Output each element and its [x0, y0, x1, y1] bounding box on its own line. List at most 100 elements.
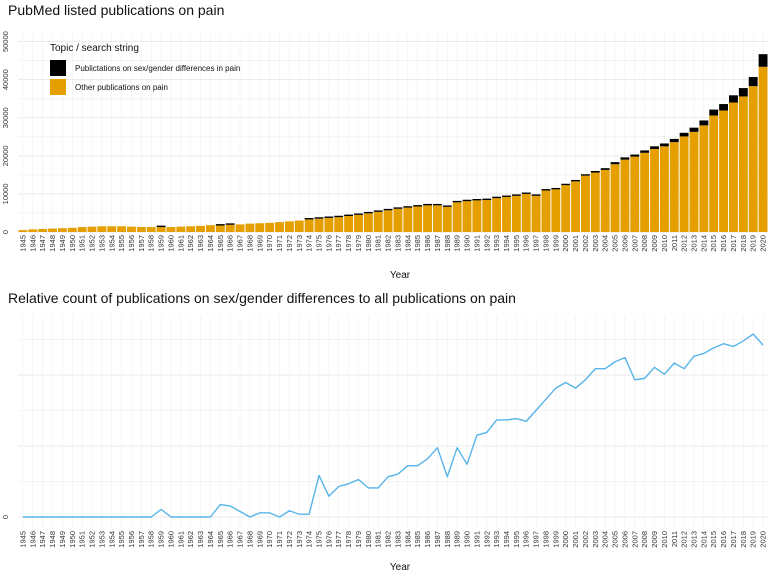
x-tick-label: 1953: [97, 235, 106, 252]
x-tick-label: 1945: [18, 531, 27, 548]
bar-sex-gender: [314, 217, 324, 219]
x-axis-title: Year: [390, 270, 411, 281]
legend-title: Topic / search string: [50, 43, 139, 54]
x-tick-label: 1977: [334, 235, 343, 252]
x-tick-label: 1951: [78, 531, 87, 548]
x-tick-label: 2012: [680, 235, 689, 252]
x-tick-label: 2020: [759, 531, 768, 548]
bar-other: [403, 207, 413, 232]
bar-sex-gender: [521, 192, 531, 194]
x-tick-label: 1954: [107, 531, 116, 548]
x-tick-label: 2008: [640, 531, 649, 548]
x-tick-label: 1992: [482, 531, 491, 548]
x-tick-label: 1946: [28, 235, 37, 252]
x-tick-label: 1975: [314, 235, 323, 252]
x-tick-label: 1959: [157, 235, 166, 252]
bar-other: [354, 214, 363, 232]
bar-other: [156, 227, 166, 232]
bar-sex-gender: [373, 210, 383, 212]
bar-other: [215, 225, 225, 232]
x-tick-label: 2017: [729, 235, 738, 252]
chart-title-top: PubMed listed publications on pain: [8, 2, 225, 18]
x-tick-label: 1989: [453, 531, 462, 548]
bar-sex-gender: [156, 225, 166, 228]
bar-sex-gender: [403, 206, 413, 208]
x-tick-label: 1971: [275, 531, 284, 548]
bar-sex-gender: [334, 215, 344, 218]
x-tick-label: 2001: [571, 235, 580, 252]
bar-other: [620, 159, 630, 232]
x-tick-label: 1945: [18, 235, 27, 252]
bar-other: [482, 200, 492, 232]
x-tick-label: 1952: [88, 531, 97, 548]
x-tick-label: 1997: [532, 235, 541, 252]
bar-other: [373, 211, 383, 232]
x-tick-label: 1993: [492, 235, 501, 252]
x-tick-label: 1974: [305, 531, 314, 548]
x-tick-label: 2005: [611, 235, 620, 252]
bar-other: [571, 181, 581, 232]
x-tick-label: 1965: [216, 235, 225, 252]
x-tick-label: 2010: [660, 531, 669, 548]
bar-sex-gender: [442, 205, 452, 207]
x-tick-label: 1946: [28, 531, 37, 548]
x-tick-label: 1949: [58, 235, 67, 252]
x-tick-label: 1963: [196, 531, 205, 548]
x-tick-label: 1978: [344, 531, 353, 548]
bar-other: [511, 195, 521, 232]
bar-other: [758, 66, 768, 232]
x-tick-label: 2011: [670, 235, 679, 251]
x-tick-label: 1985: [413, 531, 422, 548]
x-tick-label: 1994: [502, 235, 511, 252]
x-tick-label: 2018: [739, 235, 748, 252]
bar-other: [413, 206, 423, 232]
bar-sex-gender: [748, 77, 758, 87]
bar-sex-gender: [689, 127, 699, 132]
x-tick-label: 1969: [255, 235, 264, 252]
bar-other: [393, 208, 403, 232]
x-tick-label: 1970: [265, 531, 274, 548]
x-tick-label: 1956: [127, 235, 136, 252]
bar-other: [442, 206, 452, 232]
bar-other: [452, 202, 462, 232]
x-tick-label: 1972: [285, 235, 294, 252]
bar-other: [432, 205, 442, 232]
bar-sex-gender: [462, 199, 472, 202]
x-tick-label: 1981: [374, 235, 383, 252]
x-tick-label: 2005: [611, 531, 620, 548]
x-tick-label: 1973: [295, 235, 304, 252]
x-tick-label: 1977: [334, 531, 343, 548]
x-tick-label: 2008: [640, 235, 649, 252]
bar-other: [166, 227, 176, 232]
bar-other: [719, 110, 729, 232]
x-tick-label: 2020: [759, 235, 768, 252]
bar-other: [600, 169, 610, 232]
bar-sex-gender: [659, 143, 669, 147]
x-tick-label: 1998: [541, 531, 550, 548]
bar-other: [235, 224, 245, 232]
x-tick-label: 1973: [295, 531, 304, 548]
bar-other: [472, 200, 482, 232]
x-tick-label: 2019: [749, 235, 758, 252]
legend-label-other: Other publications on pain: [75, 83, 168, 92]
bar-other: [729, 102, 738, 233]
bar-sex-gender: [541, 189, 551, 191]
bar-other: [48, 228, 57, 232]
x-tick-label: 1990: [463, 531, 472, 548]
x-axis-title: Year: [390, 562, 411, 573]
bar-other: [18, 230, 28, 232]
bar-sex-gender: [452, 200, 462, 203]
bar-sex-gender: [413, 205, 423, 207]
x-tick-label: 1957: [137, 235, 146, 252]
x-tick-label: 1991: [472, 235, 481, 252]
bar-sex-gender: [610, 162, 620, 165]
y-tick-label: 0: [1, 230, 10, 234]
x-tick-label: 1972: [285, 531, 294, 548]
x-tick-label: 1995: [512, 235, 521, 252]
x-tick-label: 1959: [157, 531, 166, 548]
bar-other: [284, 221, 294, 232]
x-tick-label: 1953: [97, 531, 106, 548]
x-tick-label: 1992: [482, 235, 491, 252]
x-tick-label: 2009: [650, 235, 659, 252]
